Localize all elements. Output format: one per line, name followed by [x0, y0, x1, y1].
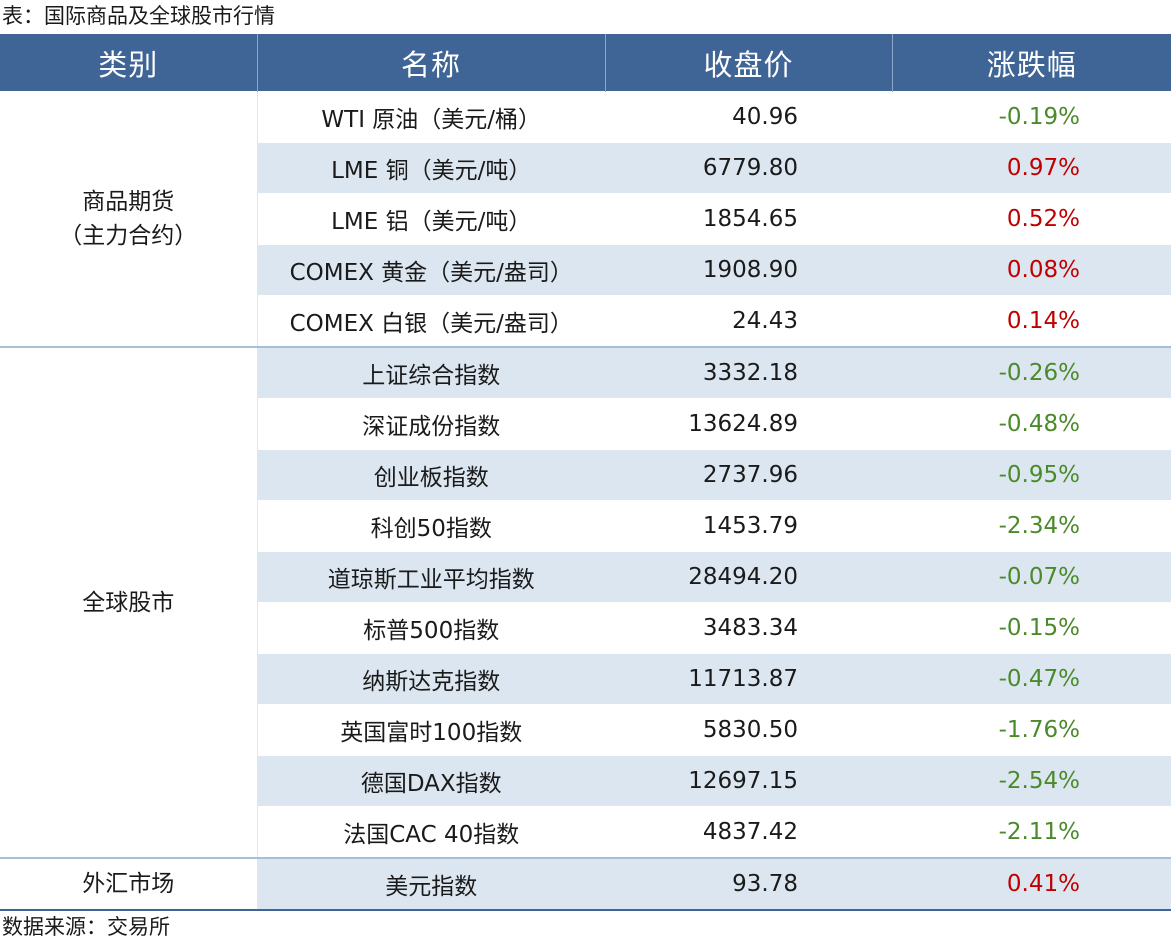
- change-cell: -2.11%: [892, 806, 1171, 858]
- change-cell: -0.07%: [892, 551, 1171, 603]
- close-cell: 3483.34: [605, 602, 892, 654]
- change-cell: 0.97%: [892, 142, 1171, 194]
- change-cell: -0.48%: [892, 398, 1171, 450]
- name-cell: 深证成份指数: [257, 398, 605, 450]
- name-cell: WTI 原油（美元/桶）: [257, 91, 605, 143]
- change-cell: -0.26%: [892, 346, 1171, 399]
- name-cell: LME 铜（美元/吨）: [257, 142, 605, 194]
- table-row: 纳斯达克指数 11713.87 -0.47%: [0, 653, 1171, 705]
- close-cell: 40.96: [605, 91, 892, 143]
- name-cell: 创业板指数: [257, 449, 605, 501]
- name-cell: COMEX 黄金（美元/盎司）: [257, 244, 605, 296]
- table-row: 创业板指数 2737.96 -0.95%: [0, 449, 1171, 501]
- header-change: 涨跌幅: [891, 34, 1171, 92]
- close-cell: 93.78: [605, 857, 892, 911]
- name-cell: 美元指数: [257, 857, 605, 911]
- name-cell: 德国DAX指数: [257, 755, 605, 807]
- close-cell: 6779.80: [605, 142, 892, 194]
- category-sublabel: （主力合约）: [59, 223, 198, 249]
- change-cell: -2.34%: [892, 500, 1171, 552]
- table-row: 法国CAC 40指数 4837.42 -2.11%: [0, 806, 1171, 858]
- change-cell: 0.41%: [892, 857, 1171, 911]
- change-cell: -0.15%: [892, 602, 1171, 654]
- table-row: 德国DAX指数 12697.15 -2.54%: [0, 755, 1171, 807]
- close-cell: 28494.20: [605, 551, 892, 603]
- data-source-note: 数据来源：交易所: [2, 915, 170, 939]
- change-cell: 0.14%: [892, 295, 1171, 347]
- table-row: LME 铝（美元/吨） 1854.65 0.52%: [0, 193, 1171, 245]
- header-name: 名称: [256, 34, 605, 92]
- name-cell: 标普500指数: [257, 602, 605, 654]
- category-cell-forex: 外汇市场: [0, 857, 258, 911]
- table-row: 英国富时100指数 5830.50 -1.76%: [0, 704, 1171, 756]
- name-cell: 纳斯达克指数: [257, 653, 605, 705]
- change-cell: -1.76%: [892, 704, 1171, 756]
- name-cell: 道琼斯工业平均指数: [257, 551, 605, 603]
- close-cell: 13624.89: [605, 398, 892, 450]
- close-cell: 1908.90: [605, 244, 892, 296]
- table-row: COMEX 黄金（美元/盎司） 1908.90 0.08%: [0, 244, 1171, 296]
- name-cell: COMEX 白银（美元/盎司）: [257, 295, 605, 347]
- table-row: 深证成份指数 13624.89 -0.48%: [0, 398, 1171, 450]
- name-cell: 科创50指数: [257, 500, 605, 552]
- header-row: 类别 名称 收盘价 涨跌幅: [0, 34, 1171, 92]
- table-row: 标普500指数 3483.34 -0.15%: [0, 602, 1171, 654]
- name-cell: 法国CAC 40指数: [257, 806, 605, 858]
- close-cell: 2737.96: [605, 449, 892, 501]
- close-cell: 1453.79: [605, 500, 892, 552]
- header-category: 类别: [0, 34, 257, 92]
- close-cell: 4837.42: [605, 806, 892, 858]
- table-row: COMEX 白银（美元/盎司） 24.43 0.14%: [0, 295, 1171, 347]
- category-label: 全球股市: [82, 589, 175, 616]
- name-cell: 上证综合指数: [257, 346, 605, 399]
- close-cell: 12697.15: [605, 755, 892, 807]
- table-row: 全球股市 上证综合指数 3332.18 -0.26%: [0, 346, 1171, 858]
- close-cell: 24.43: [605, 295, 892, 347]
- change-cell: 0.52%: [892, 193, 1171, 245]
- table-row: 道琼斯工业平均指数 28494.20 -0.07%: [0, 551, 1171, 603]
- table-caption: 表：国际商品及全球股市行情: [2, 4, 275, 28]
- change-cell: -0.19%: [892, 91, 1171, 143]
- change-cell: -0.47%: [892, 653, 1171, 705]
- table-row: 外汇市场 美元指数 93.78 0.41%: [0, 857, 1171, 911]
- table-row: 商品期货 （主力合约） WTI 原油（美元/桶） 40.96 -0.19%: [0, 91, 1171, 347]
- category-cell-stocks: 全球股市: [0, 346, 258, 858]
- close-cell: 3332.18: [605, 346, 892, 399]
- close-cell: 11713.87: [605, 653, 892, 705]
- category-label: 外汇市场: [82, 871, 175, 897]
- change-cell: -2.54%: [892, 755, 1171, 807]
- close-cell: 5830.50: [605, 704, 892, 756]
- header-close: 收盘价: [604, 34, 892, 92]
- close-cell: 1854.65: [605, 193, 892, 245]
- market-quotes-table: 类别 名称 收盘价 涨跌幅 商品期货 （主力合约） WTI 原油（美元/桶） 4…: [0, 34, 1171, 911]
- table-row: 科创50指数 1453.79 -2.34%: [0, 500, 1171, 552]
- change-cell: 0.08%: [892, 244, 1171, 296]
- name-cell: 英国富时100指数: [257, 704, 605, 756]
- name-cell: LME 铝（美元/吨）: [257, 193, 605, 245]
- change-cell: -0.95%: [892, 449, 1171, 501]
- table-row: LME 铜（美元/吨） 6779.80 0.97%: [0, 142, 1171, 194]
- category-label: 商品期货: [82, 189, 175, 215]
- category-cell-commodities: 商品期货 （主力合约）: [0, 91, 258, 347]
